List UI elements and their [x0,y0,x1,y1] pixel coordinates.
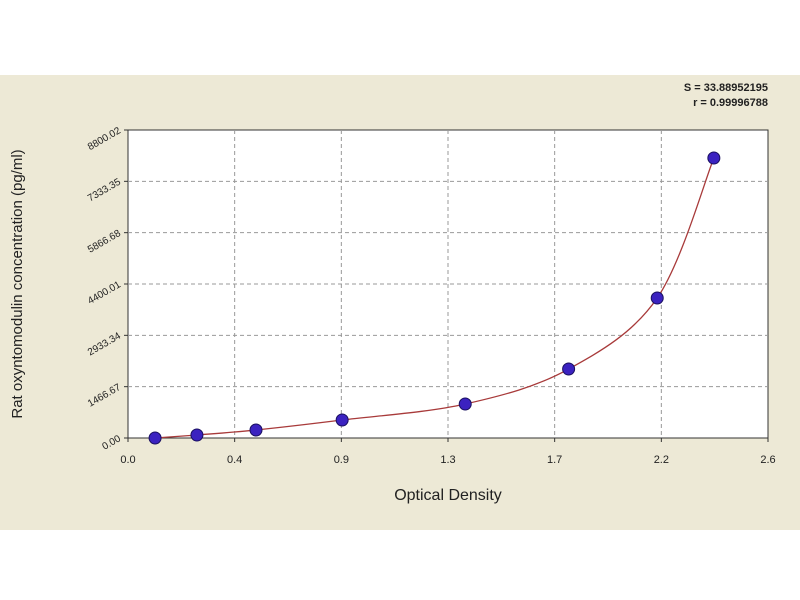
data-point [190,428,204,442]
data-point [458,397,472,411]
x-tick-label: 0.0 [120,454,135,466]
x-tick-label: 1.7 [547,454,562,466]
data-point [650,291,664,305]
data-point [562,362,576,376]
data-point [707,151,721,165]
annotation: S = 33.88952195 [684,82,768,94]
data-point [148,431,162,445]
x-tick-label: 0.4 [227,454,242,466]
x-tick-label: 2.6 [760,454,775,466]
annotation: r = 0.99996788 [693,97,768,109]
data-point [335,413,349,427]
x-tick-label: 2.2 [654,454,669,466]
x-tick-label: 0.9 [334,454,349,466]
data-point [249,423,263,437]
x-axis-label: Optical Density [394,487,502,504]
y-axis-label: Rat oxyntomodulin concentration (pg/ml) [9,149,26,418]
x-tick-label: 1.3 [440,454,455,466]
